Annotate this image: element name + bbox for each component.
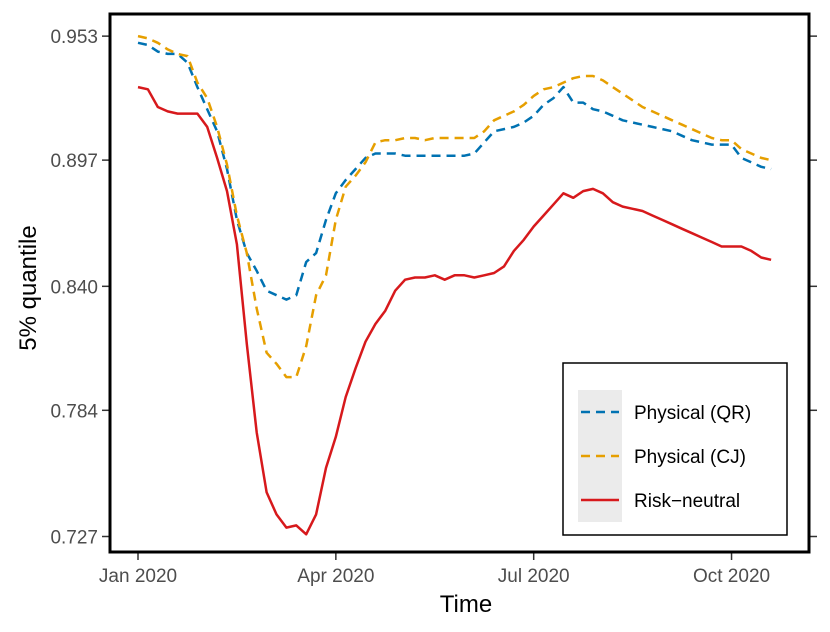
series-line-physical-qr — [137, 41, 772, 301]
y-tick-label: 0.953 — [50, 27, 98, 48]
x-tick-label: Oct 2020 — [693, 566, 770, 587]
legend: Physical (QR) Physical (CJ) Risk−neutral — [562, 362, 788, 536]
y-tick-label: 0.727 — [50, 528, 98, 549]
x-tick-label: Jan 2020 — [99, 566, 177, 587]
series-line-physical-cj — [137, 34, 772, 379]
legend-label-risk-neutral: Risk−neutral — [634, 491, 740, 512]
y-tick-label: 0.897 — [50, 151, 98, 172]
y-tick-label: 0.840 — [50, 277, 98, 298]
legend-label-physical-cj: Physical (CJ) — [634, 447, 746, 468]
x-tick-label: Jul 2020 — [498, 566, 570, 587]
x-axis-title: Time — [440, 591, 492, 618]
y-tick-label: 0.784 — [50, 401, 98, 422]
series-line-risk-neutral — [137, 85, 772, 536]
plot-frame — [108, 12, 811, 554]
legend-label-physical-qr: Physical (QR) — [634, 403, 751, 424]
series-lines — [137, 34, 772, 536]
x-tick-label: Apr 2020 — [297, 566, 374, 587]
y-axis-title: 5% quantile — [15, 225, 42, 350]
